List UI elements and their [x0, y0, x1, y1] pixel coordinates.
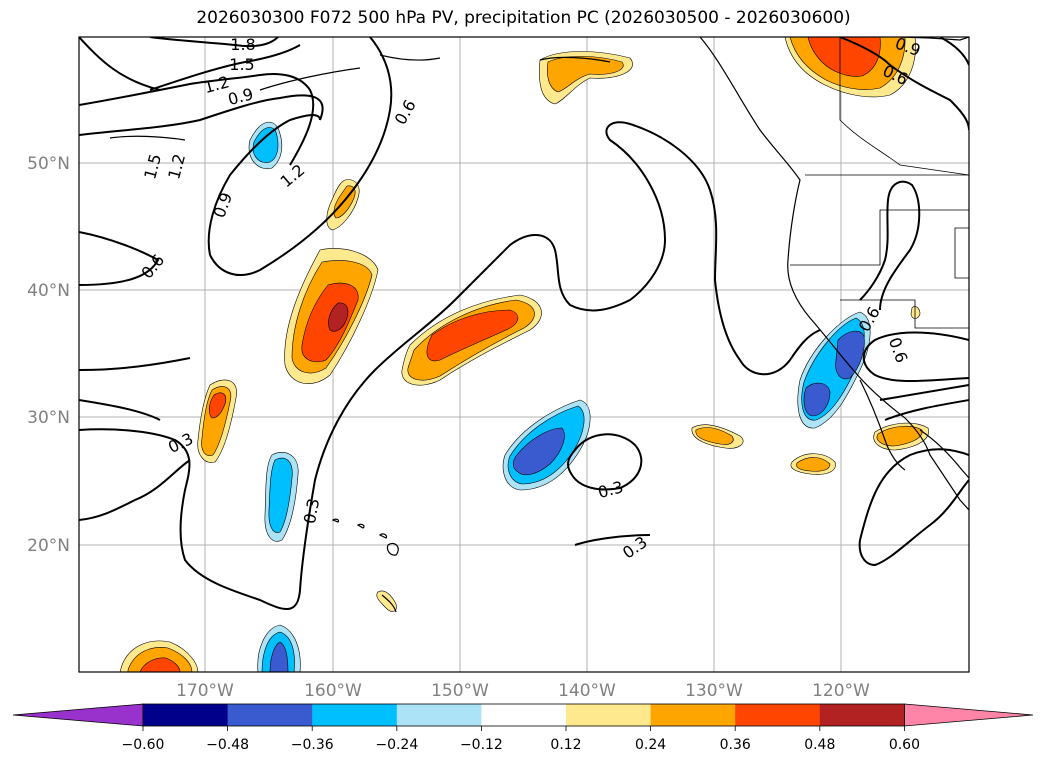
precip-fill: [269, 641, 289, 672]
map-frame: [78, 36, 970, 673]
colorbar-tick-label: −0.48: [206, 737, 249, 753]
longitude-labels: 170°W 160°W 150°W 140°W 130°W 120°W: [176, 681, 870, 701]
precip-fill: [139, 657, 181, 672]
contour-label: 1.5: [229, 55, 254, 74]
precip-fill: [376, 590, 397, 612]
precip-fill: [328, 302, 349, 332]
colorbar-extend-max: [904, 703, 1034, 727]
pv-contours: [79, 37, 969, 610]
precip-fill: [268, 457, 293, 533]
precip-fill: [803, 382, 831, 417]
precip-fill: [695, 427, 734, 445]
precip-fill: [208, 392, 227, 419]
colorbar-tick-label: −0.12: [460, 737, 503, 753]
precip-fill: [512, 427, 565, 476]
lon-label: 160°W: [304, 681, 362, 701]
colorbar-frame: [142, 703, 905, 727]
political-borders: [790, 37, 969, 329]
colorbar-segment: [566, 704, 652, 726]
colorbar-segment: [819, 704, 905, 726]
precip-fill: [876, 425, 923, 447]
lat-label: 40°N: [27, 281, 70, 301]
colorbar-tick-label: 0.12: [550, 737, 581, 753]
colorbar-segment: [227, 704, 313, 726]
colorbar-tick-label: −0.36: [291, 737, 334, 753]
lon-label: 150°W: [431, 681, 489, 701]
colorbar-tick-label: −0.24: [375, 737, 418, 753]
colorbar-tick-label: −0.60: [122, 737, 165, 753]
colorbar-extend-min: [12, 703, 144, 727]
lon-label: 170°W: [176, 681, 234, 701]
lat-label: 20°N: [27, 536, 70, 556]
coastlines: [109, 37, 969, 613]
precip-fill: [252, 127, 279, 163]
precip-fill: [547, 56, 624, 93]
precip-fill: [426, 309, 519, 362]
contour-labels: 1.8 1.5 1.2 0.9 0.6 1.5 1.2 1.2 0.9 0.6 …: [137, 35, 923, 563]
contour-label: 1.8: [230, 35, 255, 54]
colorbar: −0.60 −0.48 −0.36 −0.24 −0.12 0.12 0.24 0.36 0.4…: [12, 703, 1034, 753]
colorbar-tick-label: 0.36: [720, 737, 751, 753]
precip-positive-fills: [119, 37, 929, 672]
colorbar-tick-label: 0.48: [804, 737, 835, 753]
latitude-labels: 50°N 40°N 30°N 20°N: [27, 154, 70, 556]
lon-label: 130°W: [685, 681, 743, 701]
lon-label: 140°W: [558, 681, 616, 701]
precip-negative-fills: [248, 121, 871, 672]
colorbar-segment: [143, 704, 229, 726]
lat-label: 50°N: [27, 154, 70, 174]
colorbar-segment: [396, 704, 482, 726]
map-title: 2026030300 F072 500 hPa PV, precipitatio…: [196, 8, 851, 28]
lat-label: 30°N: [27, 408, 70, 428]
precip-fill: [796, 457, 831, 472]
colorbar-segment: [481, 704, 567, 726]
colorbar-segment: [650, 704, 736, 726]
precip-fill: [835, 330, 865, 380]
colorbar-tick-label: 0.60: [889, 737, 920, 753]
colorbar-segment: [312, 704, 398, 726]
colorbar-segment: [735, 704, 821, 726]
lon-label: 120°W: [812, 681, 870, 701]
colorbar-tick-label: 0.24: [635, 737, 666, 753]
contour-label: 0.3: [300, 497, 323, 525]
